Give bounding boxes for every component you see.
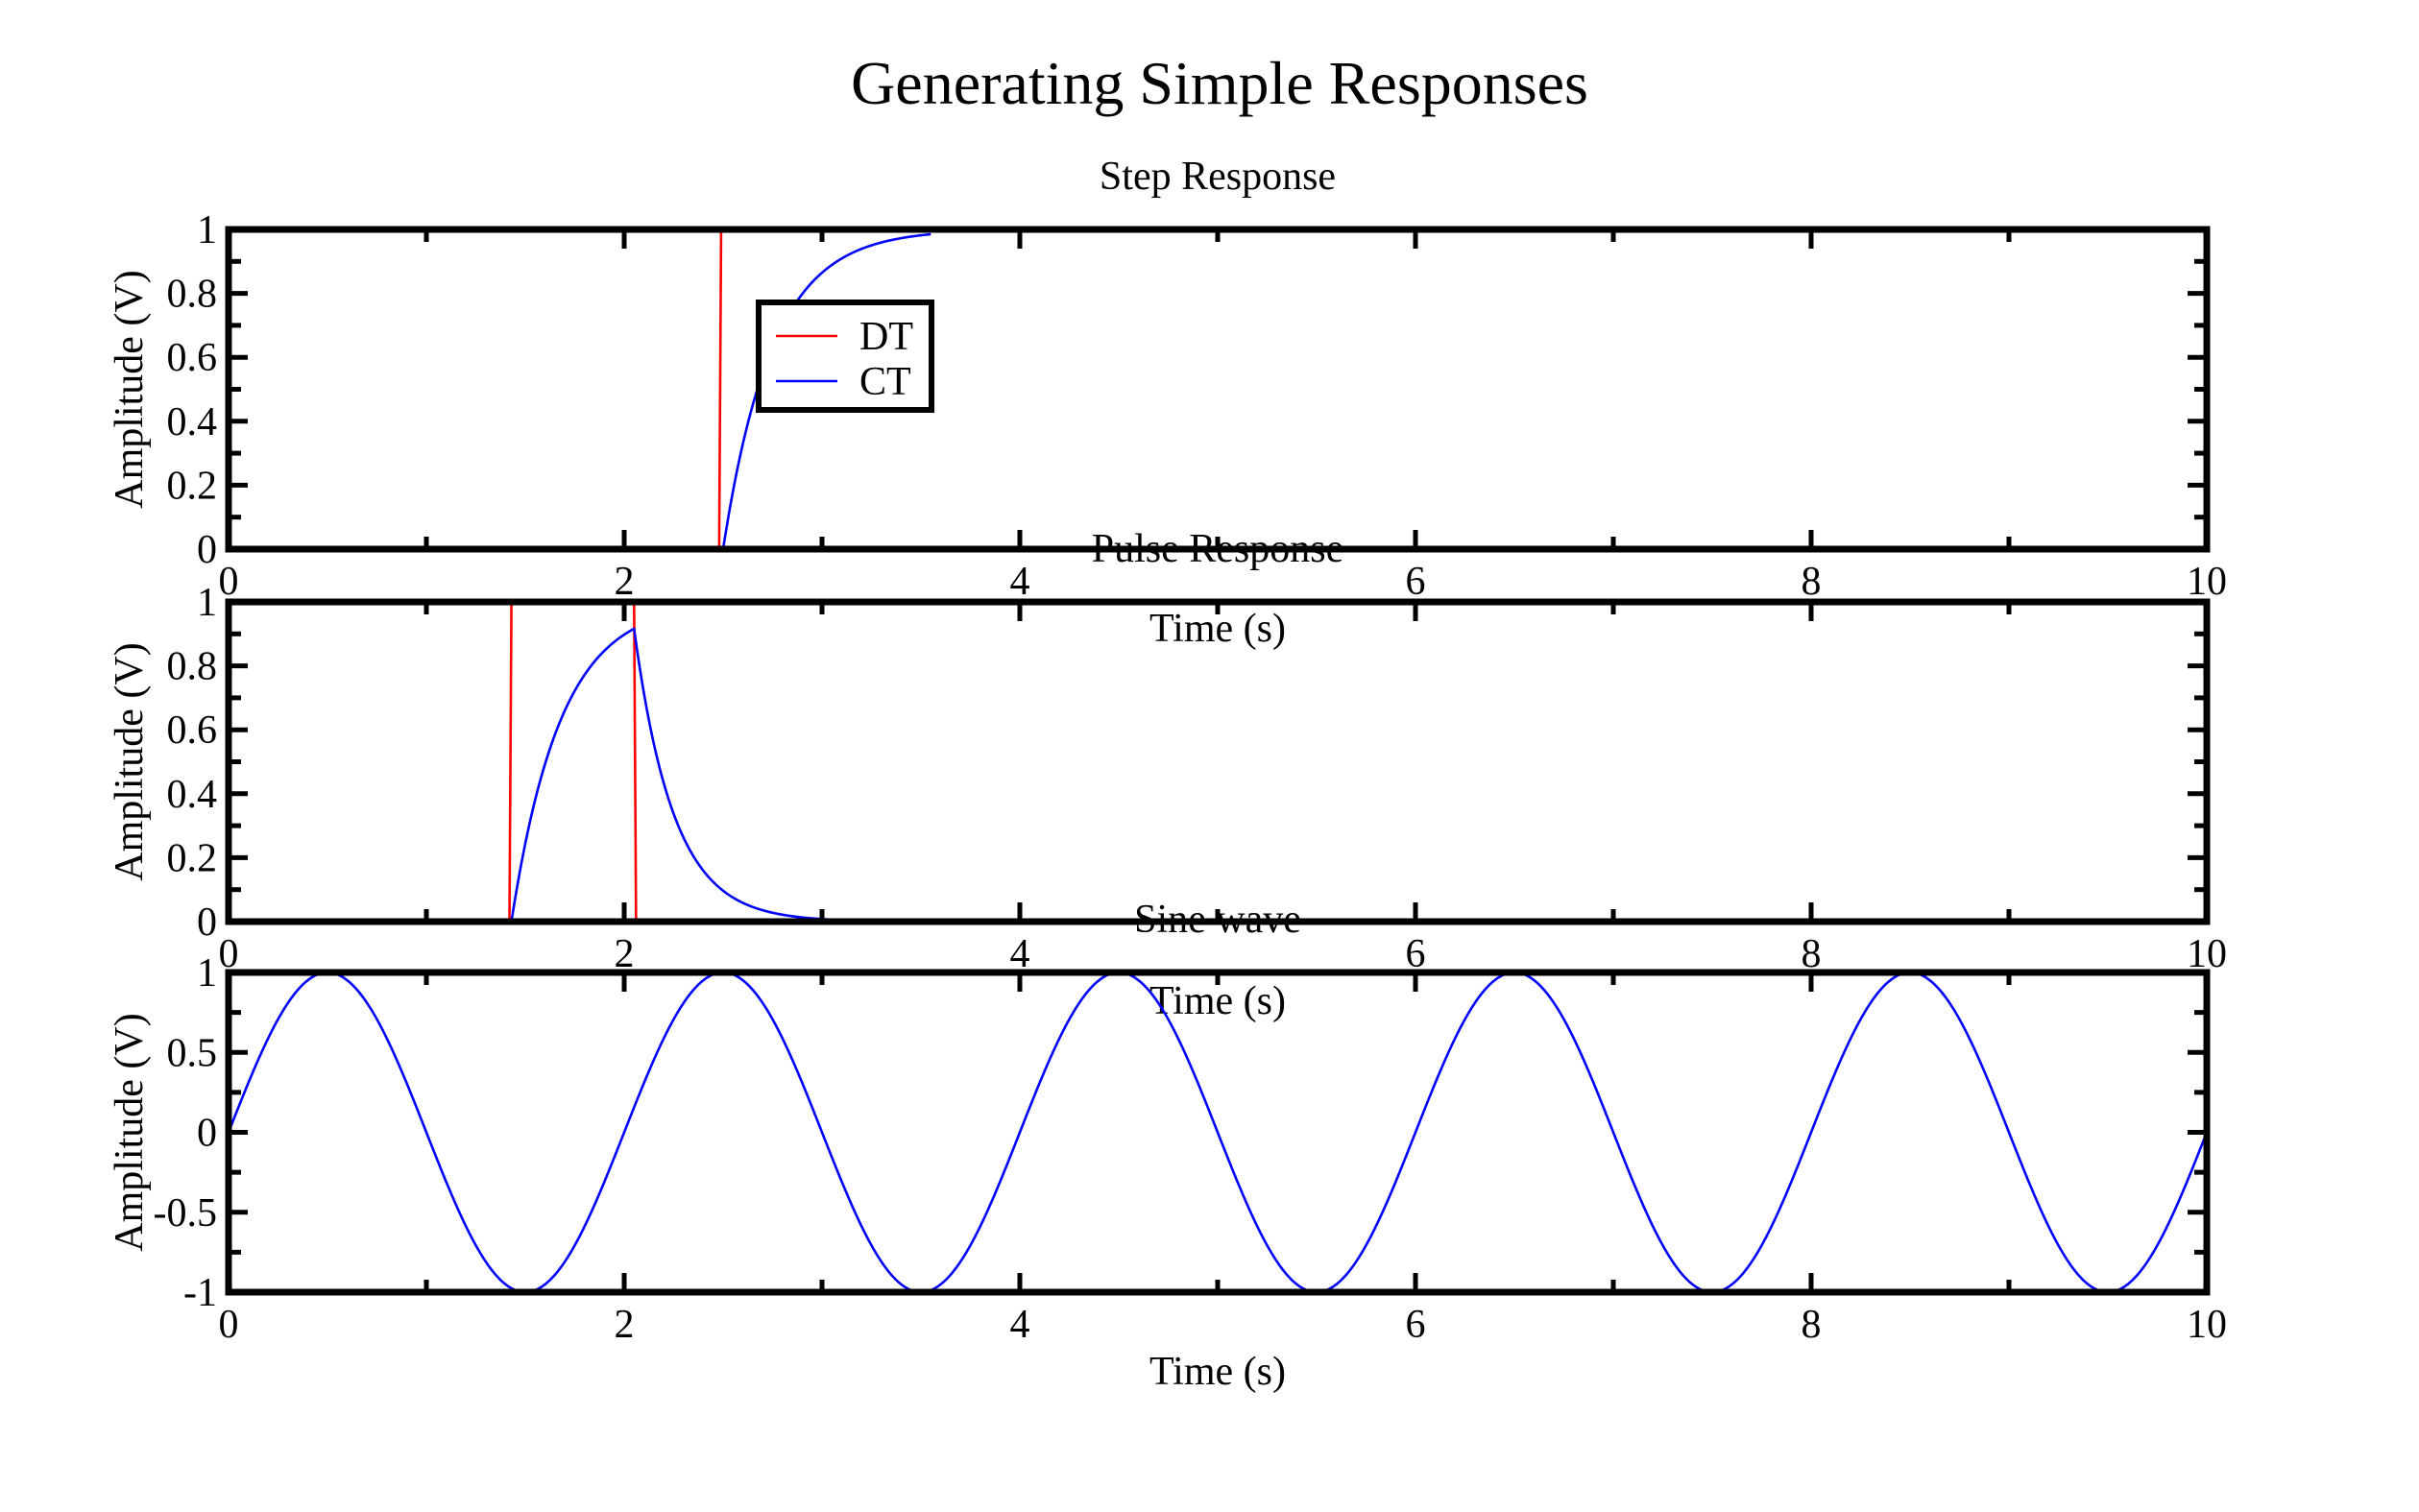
- x-tick-label: 2: [615, 1303, 635, 1347]
- subplot-title: Sine wave: [1134, 898, 1301, 942]
- y-tick-label: 0.2: [167, 464, 218, 508]
- y-tick-label: 0.4: [167, 400, 218, 444]
- y-tick-label: 0.5: [167, 1031, 218, 1075]
- y-tick-label: 0.4: [167, 773, 218, 817]
- legend-label-dt: DT: [859, 315, 913, 359]
- x-tick-label: 6: [1406, 560, 1426, 604]
- x-tick-label: 0: [219, 1303, 239, 1347]
- x-tick-label: 8: [1802, 932, 1822, 976]
- y-tick-label: 1: [197, 208, 217, 252]
- subplot-title: Step Response: [1100, 155, 1336, 199]
- subplot-title: Pulse Response: [1092, 527, 1344, 571]
- y-axis-label: Amplitude (V): [108, 270, 152, 508]
- x-tick-label: 2: [615, 932, 635, 976]
- y-tick-label: -1: [183, 1271, 217, 1315]
- x-tick-label: 8: [1802, 1303, 1822, 1347]
- y-tick-label: 0: [197, 528, 217, 572]
- x-tick-label: 10: [2187, 1303, 2227, 1347]
- y-tick-label: 0.8: [167, 273, 218, 317]
- legend-label-ct: CT: [859, 360, 911, 404]
- y-tick-label: 0.6: [167, 336, 218, 380]
- y-axis-label: Amplitude (V): [108, 642, 152, 880]
- x-tick-label: 4: [1010, 560, 1030, 604]
- x-axis-label: Time (s): [1149, 1350, 1286, 1394]
- x-tick-label: 10: [2187, 560, 2227, 604]
- x-tick-label: 2: [615, 560, 635, 604]
- y-tick-label: 0.6: [167, 708, 218, 753]
- x-tick-label: 10: [2187, 932, 2227, 976]
- y-tick-label: 0.2: [167, 836, 218, 880]
- y-axis-label: Amplitude (V): [108, 1013, 152, 1251]
- series-line-1: [229, 972, 2207, 1292]
- x-tick-label: 6: [1406, 1303, 1426, 1347]
- y-tick-label: 1: [197, 581, 217, 625]
- y-tick-label: 0: [197, 1112, 217, 1156]
- x-tick-label: 0: [219, 560, 239, 604]
- series-line-dt: [229, 229, 931, 549]
- series-line-2: [229, 627, 842, 922]
- y-tick-label: -0.5: [154, 1191, 218, 1236]
- x-tick-label: 4: [1010, 1303, 1030, 1347]
- x-tick-label: 4: [1010, 932, 1030, 976]
- y-tick-label: 0.8: [167, 645, 218, 689]
- x-tick-label: 6: [1406, 932, 1426, 976]
- x-tick-label: 8: [1802, 560, 1822, 604]
- x-tick-label: 0: [219, 932, 239, 976]
- x-axis-label: Time (s): [1149, 979, 1286, 1023]
- subplot-3: 0 2 4 6 8 10 -1 -0.5 0 0.5 1 Time (s) Amplitude (V) S…: [108, 898, 2227, 1394]
- y-tick-label: 0: [197, 900, 217, 945]
- legend-box: [756, 300, 934, 413]
- figure-title: Generating Simple Responses: [851, 49, 1588, 117]
- y-tick-label: 1: [197, 951, 217, 996]
